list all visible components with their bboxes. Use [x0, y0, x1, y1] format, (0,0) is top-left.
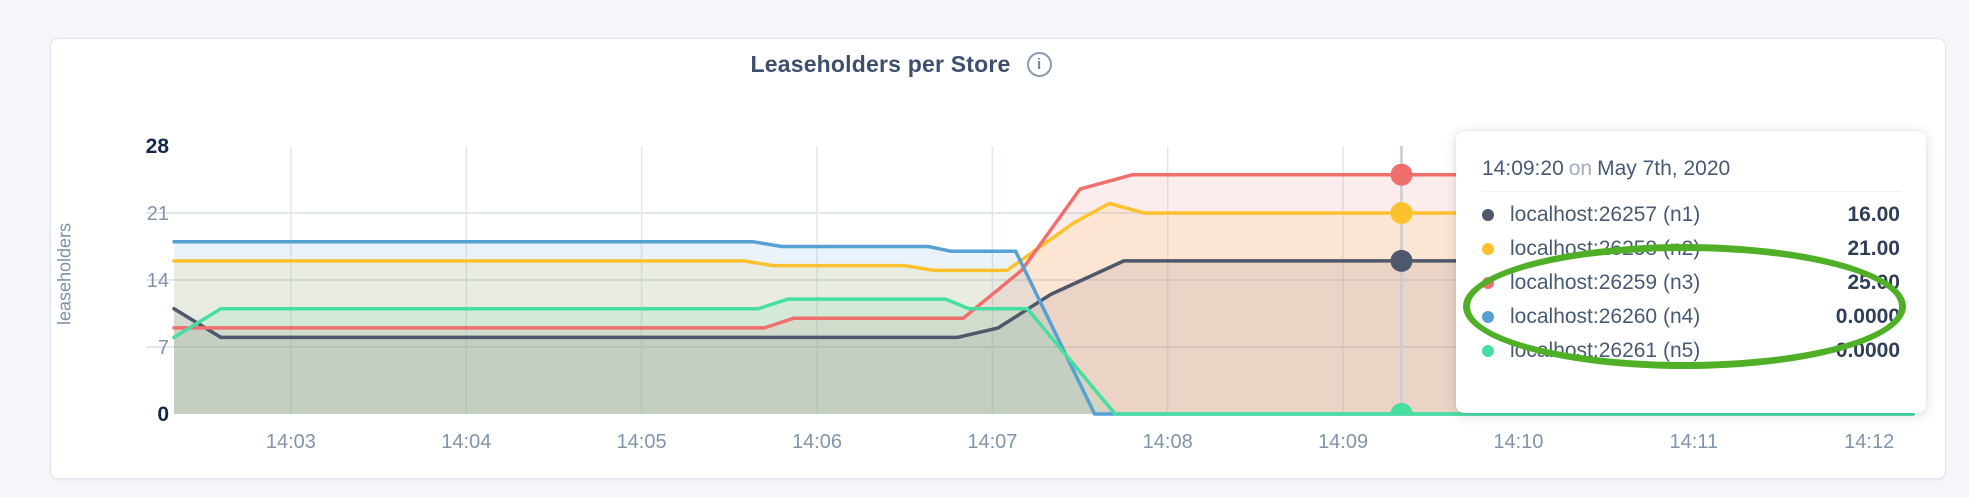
info-icon[interactable]: i [1026, 52, 1052, 77]
svg-text:28: 28 [146, 135, 170, 158]
series-label: localhost:26261 (n5) [1510, 339, 1701, 362]
svg-text:14:12: 14:12 [1844, 431, 1894, 453]
svg-text:14:04: 14:04 [441, 431, 491, 453]
tooltip-row-localhost-26260-n4: localhost:26260 (n4) 0.0000 [1482, 300, 1900, 334]
tooltip-row-localhost-26261-n5: localhost:26261 (n5) 0.0000 [1482, 334, 1900, 368]
x-axis-tick-labels: 14:03 14:04 14:05 14:06 14:07 14:08 14:09 14:10… [266, 431, 1894, 453]
svg-text:14:09: 14:09 [1318, 431, 1368, 453]
svg-text:14:03: 14:03 [266, 431, 316, 453]
tooltip-row-localhost-26257-n1: localhost:26257 (n1) 16.00 [1482, 198, 1900, 232]
series-label: localhost:26258 (n2) [1510, 237, 1701, 260]
series-value: 0.0000 [1835, 305, 1900, 328]
tooltip-row-localhost-26259-n3: localhost:26259 (n3) 25.00 [1482, 266, 1900, 300]
tooltip-separator [1482, 191, 1900, 192]
line-localhost-26261-n5 [172, 297, 1915, 416]
series-value: 16.00 [1847, 203, 1900, 226]
hover-dot-localhost-26257-n1 [1390, 249, 1413, 272]
series-label: localhost:26259 (n3) [1510, 271, 1701, 294]
svg-text:14:06: 14:06 [792, 431, 842, 453]
svg-text:21: 21 [147, 203, 169, 225]
y-axis-label: leaseholders [54, 222, 75, 326]
svg-text:14:07: 14:07 [967, 431, 1017, 453]
svg-text:0: 0 [157, 403, 169, 426]
hover-dots [1390, 163, 1413, 414]
svg-text:14:05: 14:05 [617, 431, 667, 453]
svg-text:14:11: 14:11 [1670, 431, 1719, 453]
hover-dot-localhost-26259-n3 [1390, 163, 1413, 186]
hover-dot-localhost-26261-n5 [1390, 403, 1413, 414]
series-color-dot [1482, 311, 1494, 323]
series-label: localhost:26260 (n4) [1510, 305, 1701, 328]
svg-text:7: 7 [158, 337, 169, 359]
series-value: 21.00 [1847, 237, 1900, 260]
series-color-dot [1482, 345, 1494, 357]
series-label: localhost:26257 (n1) [1510, 203, 1701, 226]
line-localhost-26258-n2 [172, 201, 1915, 273]
line-localhost-26260-n4 [172, 239, 1915, 416]
tooltip-row-localhost-26258-n2: localhost:26258 (n2) 21.00 [1482, 232, 1900, 266]
chart-card: Leaseholders per Store i leaseholders 14… [50, 38, 1946, 479]
tooltip-on-word: on [1568, 157, 1593, 180]
line-localhost-26259-n3 [172, 172, 1915, 330]
series-color-dot [1482, 243, 1494, 255]
hover-tooltip: 14:09:20 on May 7th, 2020 localhost:26257 … [1456, 131, 1926, 413]
svg-text:14:10: 14:10 [1493, 431, 1543, 453]
chart-header: Leaseholders per Store i [0, 51, 1848, 78]
series-color-dot [1482, 209, 1494, 221]
tooltip-rows: localhost:26257 (n1) 16.00 localhost:26258… [1482, 198, 1900, 368]
hover-dot-localhost-26258-n2 [1390, 202, 1413, 224]
series-value: 0.0000 [1835, 339, 1900, 362]
chart-title: Leaseholders per Store [750, 51, 1011, 77]
tooltip-header: 14:09:20 on May 7th, 2020 [1482, 157, 1900, 181]
series-color-dot [1482, 277, 1494, 289]
svg-text:14:08: 14:08 [1143, 431, 1193, 453]
y-axis-tick-labels: 0 7 14 21 28 [146, 135, 170, 426]
series-value: 25.00 [1847, 271, 1900, 294]
tooltip-date: May 7th, 2020 [1597, 157, 1731, 180]
tooltip-time: 14:09:20 [1482, 157, 1564, 180]
svg-text:14: 14 [147, 270, 169, 292]
line-localhost-26257-n1 [172, 259, 1915, 340]
